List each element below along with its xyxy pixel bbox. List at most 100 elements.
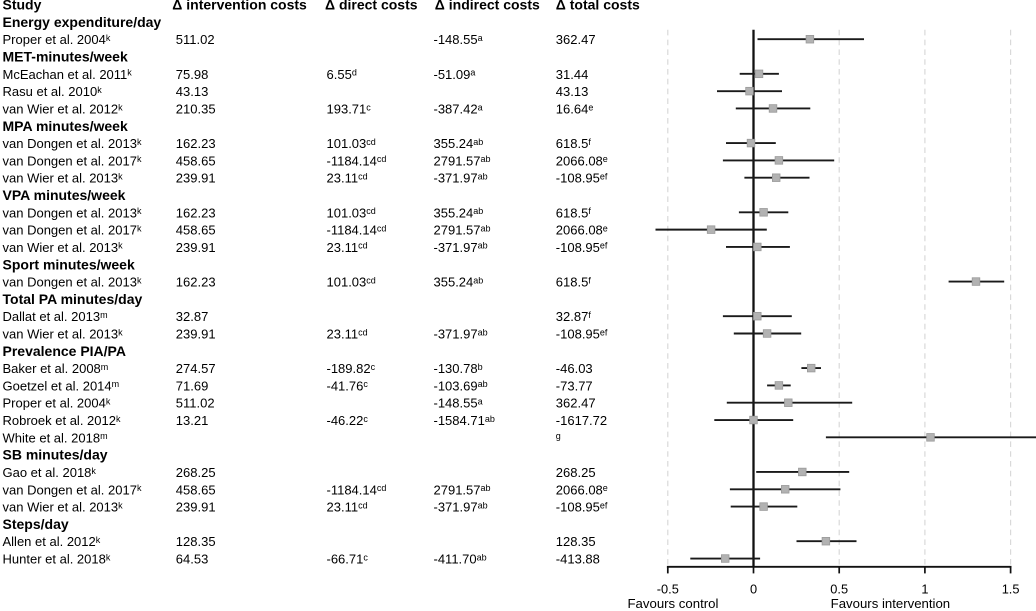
svg-text:618.5f: 618.5f bbox=[556, 205, 592, 220]
svg-text:Gao et al. 2018k: Gao et al. 2018k bbox=[3, 465, 97, 480]
svg-text:-41.76c: -41.76c bbox=[327, 378, 369, 393]
svg-text:239.91: 239.91 bbox=[176, 171, 216, 186]
svg-text:van Wier et al. 2013k: van Wier et al. 2013k bbox=[3, 500, 124, 515]
svg-text:Allen et al. 2012k: Allen et al. 2012k bbox=[3, 534, 101, 549]
svg-text:511.02: 511.02 bbox=[176, 32, 215, 47]
svg-text:618.5f: 618.5f bbox=[556, 275, 592, 290]
svg-text:-103.69ab: -103.69ab bbox=[434, 378, 488, 393]
svg-text:32.87f: 32.87f bbox=[556, 309, 592, 324]
svg-text:van Wier et al. 2013k: van Wier et al. 2013k bbox=[3, 326, 124, 341]
svg-text:23.11cd: 23.11cd bbox=[327, 240, 368, 255]
svg-text:274.57: 274.57 bbox=[176, 361, 216, 376]
svg-text:1: 1 bbox=[921, 581, 928, 596]
svg-text:Δ intervention costs: Δ intervention costs bbox=[172, 0, 307, 13]
svg-text:-108.95ef: -108.95ef bbox=[556, 240, 608, 255]
svg-text:Energy expenditure/day: Energy expenditure/day bbox=[3, 14, 162, 30]
svg-text:-189.82c: -189.82c bbox=[327, 361, 376, 376]
svg-text:355.24ab: 355.24ab bbox=[434, 205, 484, 220]
svg-text:-73.77: -73.77 bbox=[556, 378, 593, 393]
svg-text:43.13: 43.13 bbox=[556, 84, 589, 99]
svg-text:458.65: 458.65 bbox=[176, 223, 216, 238]
svg-text:193.71c: 193.71c bbox=[327, 101, 372, 116]
svg-text:128.35: 128.35 bbox=[176, 534, 216, 549]
svg-text:Total PA minutes/day: Total PA minutes/day bbox=[3, 291, 143, 307]
svg-text:64.53: 64.53 bbox=[176, 552, 209, 567]
svg-text:-1184.14cd: -1184.14cd bbox=[327, 153, 387, 168]
svg-text:0: 0 bbox=[750, 581, 757, 596]
svg-text:23.11cd: 23.11cd bbox=[327, 326, 368, 341]
svg-text:23.11cd: 23.11cd bbox=[327, 500, 368, 515]
svg-text:128.35: 128.35 bbox=[556, 534, 596, 549]
svg-text:-0.5: -0.5 bbox=[657, 581, 679, 596]
svg-text:van Dongen et al. 2017k: van Dongen et al. 2017k bbox=[3, 153, 142, 168]
svg-text:McEachan et al. 2011k: McEachan et al. 2011k bbox=[3, 67, 133, 82]
svg-text:van Dongen et al. 2017k: van Dongen et al. 2017k bbox=[3, 223, 142, 238]
svg-text:0.5: 0.5 bbox=[830, 581, 848, 596]
svg-text:Hunter et al. 2018k: Hunter et al. 2018k bbox=[3, 552, 111, 567]
svg-text:162.23: 162.23 bbox=[176, 205, 216, 220]
svg-text:Δ direct costs: Δ direct costs bbox=[325, 0, 418, 13]
svg-text:-148.55a: -148.55a bbox=[434, 32, 483, 47]
svg-text:Baker et al. 2008m: Baker et al. 2008m bbox=[3, 361, 109, 376]
svg-text:van Wier et al. 2013k: van Wier et al. 2013k bbox=[3, 240, 124, 255]
svg-text:362.47: 362.47 bbox=[556, 32, 596, 47]
svg-text:Proper et al. 2004k: Proper et al. 2004k bbox=[3, 396, 111, 411]
svg-text:-1584.71ab: -1584.71ab bbox=[434, 413, 495, 428]
svg-text:-371.97ab: -371.97ab bbox=[434, 326, 488, 341]
svg-text:2791.57ab: 2791.57ab bbox=[434, 153, 491, 168]
svg-text:75.98: 75.98 bbox=[176, 67, 209, 82]
svg-text:-1184.14cd: -1184.14cd bbox=[327, 223, 387, 238]
svg-text:van Dongen et al. 2013k: van Dongen et al. 2013k bbox=[3, 136, 142, 151]
svg-text:van Dongen et al. 2017k: van Dongen et al. 2017k bbox=[3, 482, 142, 497]
svg-text:Proper et al. 2004k: Proper et al. 2004k bbox=[3, 32, 111, 47]
svg-text:Goetzel et al. 2014m: Goetzel et al. 2014m bbox=[3, 378, 120, 393]
svg-text:-46.22c: -46.22c bbox=[327, 413, 369, 428]
svg-text:268.25: 268.25 bbox=[556, 465, 596, 480]
svg-text:2066.08e: 2066.08e bbox=[556, 482, 608, 497]
svg-text:618.5f: 618.5f bbox=[556, 136, 592, 151]
svg-text:-1617.72: -1617.72 bbox=[556, 413, 607, 428]
svg-text:2791.57ab: 2791.57ab bbox=[434, 482, 491, 497]
svg-text:van Dongen et al. 2013k: van Dongen et al. 2013k bbox=[3, 205, 142, 220]
svg-text:van Wier et al. 2012k: van Wier et al. 2012k bbox=[3, 101, 124, 116]
svg-text:-371.97ab: -371.97ab bbox=[434, 171, 488, 186]
svg-text:239.91: 239.91 bbox=[176, 500, 216, 515]
svg-text:101.03cd: 101.03cd bbox=[327, 136, 376, 151]
svg-text:-108.95ef: -108.95ef bbox=[556, 171, 608, 186]
svg-text:-46.03: -46.03 bbox=[556, 361, 593, 376]
svg-text:-387.42a: -387.42a bbox=[434, 101, 483, 116]
svg-text:-413.88: -413.88 bbox=[556, 552, 600, 567]
svg-text:Δ indirect costs: Δ indirect costs bbox=[435, 0, 540, 13]
svg-text:Dallat et al. 2013m: Dallat et al. 2013m bbox=[3, 309, 108, 324]
svg-text:Sport minutes/week: Sport minutes/week bbox=[3, 256, 135, 272]
svg-text:-411.70ab: -411.70ab bbox=[434, 552, 487, 567]
svg-text:Prevalence PIA/PA: Prevalence PIA/PA bbox=[3, 343, 126, 359]
svg-text:239.91: 239.91 bbox=[176, 326, 216, 341]
svg-text:13.21: 13.21 bbox=[176, 413, 209, 428]
svg-text:MET-minutes/week: MET-minutes/week bbox=[3, 49, 128, 65]
svg-text:-108.95ef: -108.95ef bbox=[556, 500, 608, 515]
svg-text:van Dongen et al. 2013k: van Dongen et al. 2013k bbox=[3, 275, 142, 290]
svg-text:MPA minutes/week: MPA minutes/week bbox=[3, 118, 128, 134]
svg-text:458.65: 458.65 bbox=[176, 482, 216, 497]
svg-text:162.23: 162.23 bbox=[176, 275, 216, 290]
svg-text:239.91: 239.91 bbox=[176, 240, 216, 255]
svg-text:6.55d: 6.55d bbox=[327, 67, 357, 82]
svg-text:355.24ab: 355.24ab bbox=[434, 275, 484, 290]
svg-text:2066.08e: 2066.08e bbox=[556, 153, 608, 168]
svg-text:-51.09a: -51.09a bbox=[434, 67, 476, 82]
svg-text:Rasu et al. 2010k: Rasu et al. 2010k bbox=[3, 84, 103, 99]
svg-text:Favours intervention: Favours intervention bbox=[831, 596, 950, 611]
svg-text:Steps/day: Steps/day bbox=[3, 516, 69, 532]
svg-text:-108.95ef: -108.95ef bbox=[556, 326, 608, 341]
svg-text:-371.97ab: -371.97ab bbox=[434, 500, 488, 515]
svg-text:511.02: 511.02 bbox=[176, 396, 215, 411]
svg-text:268.25: 268.25 bbox=[176, 465, 216, 480]
svg-text:-1184.14cd: -1184.14cd bbox=[327, 482, 387, 497]
svg-text:362.47: 362.47 bbox=[556, 396, 596, 411]
svg-text:23.11cd: 23.11cd bbox=[327, 171, 368, 186]
svg-text:Δ total costs: Δ total costs bbox=[556, 0, 640, 13]
svg-text:2066.08e: 2066.08e bbox=[556, 223, 608, 238]
svg-text:162.23: 162.23 bbox=[176, 136, 216, 151]
svg-text:31.44: 31.44 bbox=[556, 67, 589, 82]
